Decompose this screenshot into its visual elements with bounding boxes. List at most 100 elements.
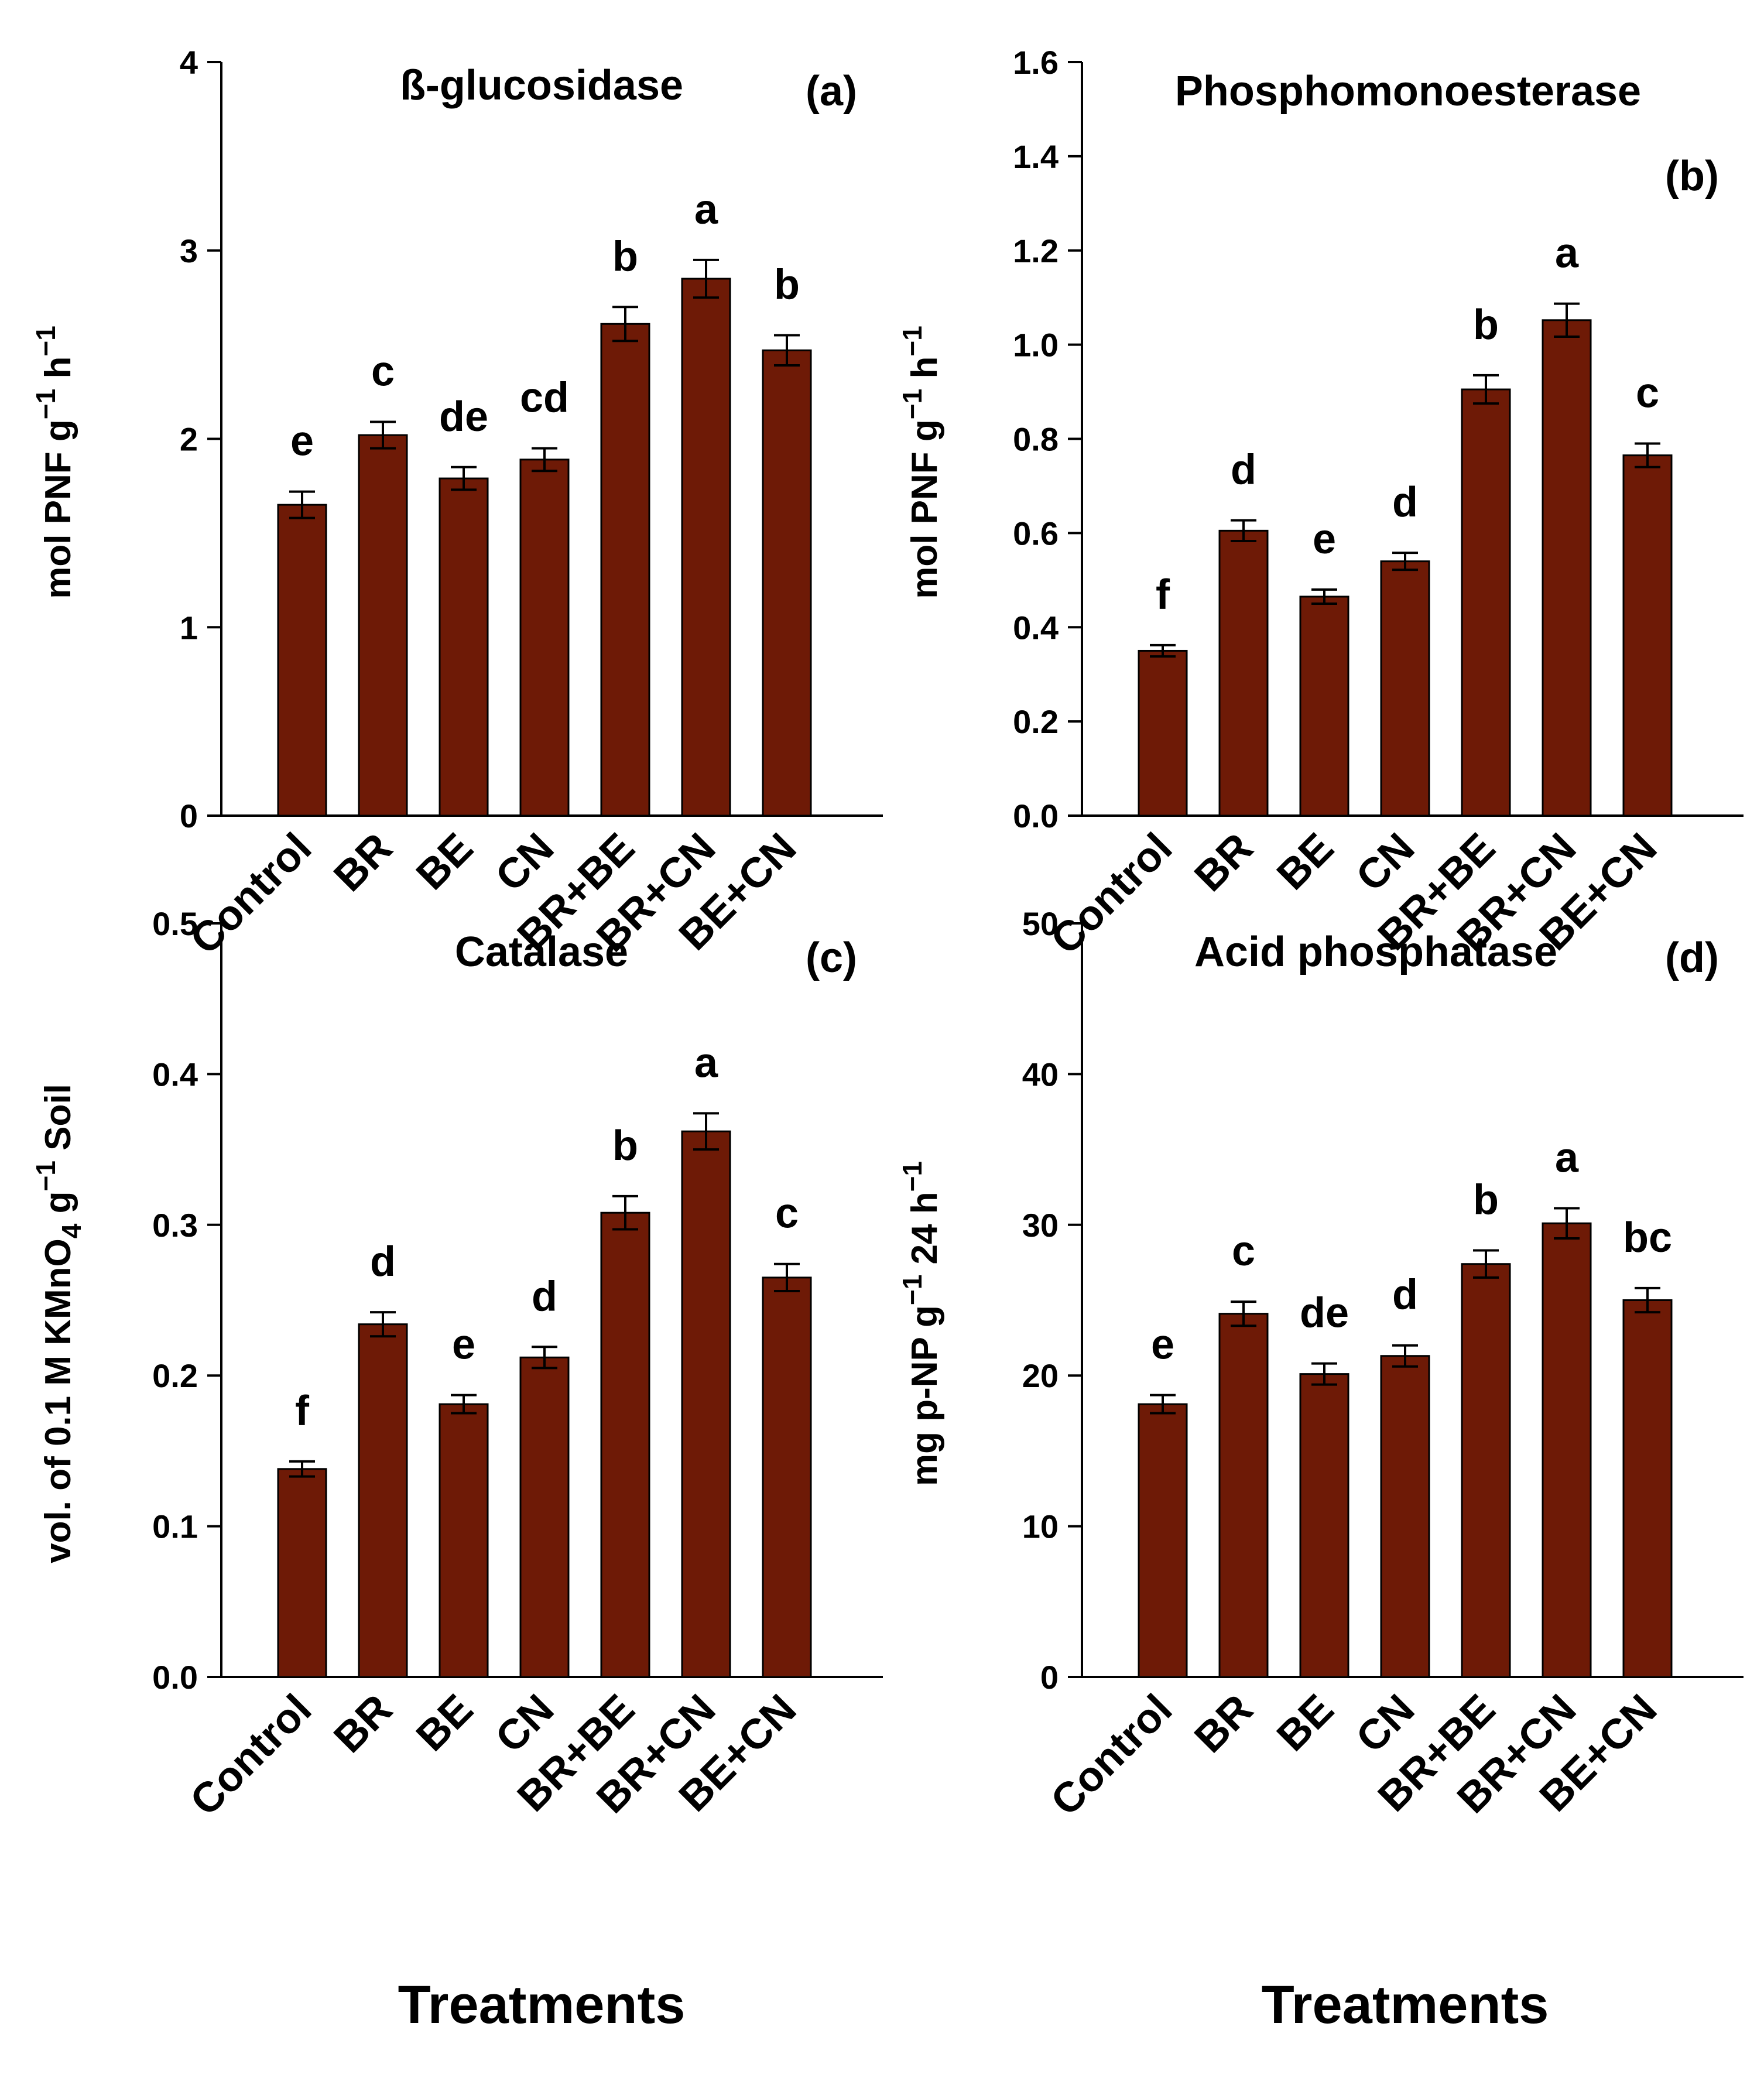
bar bbox=[1138, 1403, 1188, 1678]
panel-tag: (a) bbox=[806, 68, 857, 115]
y-tick-label: 1.4 bbox=[1013, 138, 1059, 175]
y-axis-label-main: mg p-NP g bbox=[905, 1305, 945, 1486]
significance-letter: cd bbox=[520, 375, 569, 422]
significance-letter: d bbox=[532, 1273, 557, 1320]
y-tick-label: 0.6 bbox=[1013, 515, 1059, 552]
y-axis-label-superscript: −1 bbox=[30, 1161, 61, 1191]
bar bbox=[277, 504, 327, 817]
y-tick-label: 1.0 bbox=[1013, 327, 1059, 364]
panel-title: Catalase bbox=[455, 929, 628, 975]
y-axis-label-part: Soil bbox=[38, 1084, 78, 1161]
bar bbox=[1218, 529, 1269, 817]
significance-letter: e bbox=[452, 1322, 475, 1368]
bar bbox=[600, 323, 650, 817]
y-tick-label: 1 bbox=[180, 609, 198, 646]
significance-letter: e bbox=[1151, 1322, 1174, 1368]
bar bbox=[1218, 1313, 1269, 1678]
y-tick-label: 0 bbox=[180, 797, 198, 834]
y-axis-label-part: h bbox=[38, 357, 78, 389]
bar bbox=[762, 1276, 812, 1678]
y-tick-label: 0.3 bbox=[152, 1207, 198, 1244]
y-axis-label-superscript: −1 bbox=[30, 326, 61, 356]
bar bbox=[1542, 319, 1592, 817]
y-tick-label: 0.8 bbox=[1013, 421, 1059, 458]
y-tick-label: 0.2 bbox=[152, 1357, 198, 1394]
bar bbox=[358, 434, 408, 817]
panel-tag: (d) bbox=[1665, 935, 1719, 981]
bar bbox=[1380, 560, 1430, 817]
y-tick-label: 0.4 bbox=[152, 1056, 198, 1093]
bar bbox=[439, 1403, 489, 1678]
y-tick-label: 0.5 bbox=[152, 905, 198, 942]
significance-letter: e bbox=[290, 418, 314, 465]
y-axis-label-superscript: −1 bbox=[897, 389, 927, 419]
y-axis-label-part: g bbox=[38, 1192, 78, 1224]
significance-letter: d bbox=[1392, 479, 1418, 526]
bar bbox=[439, 477, 489, 817]
bar bbox=[1461, 1263, 1511, 1678]
panel-title: Acid phosphatase bbox=[1194, 929, 1557, 975]
x-axis-label: Treatments bbox=[398, 1975, 686, 2035]
bar bbox=[358, 1323, 408, 1678]
y-tick-label: 50 bbox=[1022, 905, 1059, 942]
bar bbox=[277, 1468, 327, 1678]
bar bbox=[1622, 1299, 1673, 1678]
chart-panels: 01234eControlcBRdeBEcdCNbBR+BEaBR+CNbBE+… bbox=[30, 44, 1744, 2035]
significance-letter: c bbox=[1232, 1228, 1255, 1275]
bar bbox=[1299, 1373, 1349, 1678]
y-tick-label: 3 bbox=[180, 232, 198, 269]
y-tick-label: 0.0 bbox=[152, 1659, 198, 1696]
significance-letter: bc bbox=[1623, 1214, 1672, 1261]
bar bbox=[519, 458, 570, 817]
bar bbox=[1299, 595, 1349, 817]
y-tick-label: 20 bbox=[1022, 1357, 1059, 1394]
y-tick-label: 10 bbox=[1022, 1508, 1059, 1545]
bar bbox=[1138, 649, 1188, 817]
bar bbox=[519, 1356, 570, 1678]
significance-letter: c bbox=[371, 348, 395, 395]
y-axis-label-main: vol. of 0.1 M KMnO bbox=[38, 1238, 78, 1563]
y-axis-label-part: 24 h bbox=[905, 1192, 945, 1274]
significance-letter: de bbox=[439, 393, 488, 440]
y-axis-label: mg p-NP g−1 24 h−1 bbox=[897, 1161, 945, 1486]
significance-letter: de bbox=[1300, 1290, 1349, 1337]
y-tick-label: 2 bbox=[180, 421, 198, 458]
significance-letter: a bbox=[1555, 1134, 1579, 1181]
panel-title: ß-glucosidase bbox=[400, 62, 683, 109]
y-axis-label-subscript: 4 bbox=[56, 1223, 87, 1238]
y-tick-label: 0.1 bbox=[152, 1508, 198, 1545]
y-axis-label-part: h bbox=[905, 357, 945, 389]
y-tick-label: 30 bbox=[1022, 1207, 1059, 1244]
y-tick-label: 0.4 bbox=[1013, 609, 1059, 646]
y-axis-label-main: mol PNF g bbox=[905, 419, 945, 599]
significance-letter: c bbox=[775, 1190, 799, 1237]
bar bbox=[1461, 388, 1511, 817]
significance-letter: c bbox=[1636, 370, 1659, 417]
panel-tag: (c) bbox=[806, 935, 857, 981]
y-axis-label-main: mol PNF g bbox=[38, 419, 78, 599]
y-axis-label-superscript: −1 bbox=[30, 389, 61, 419]
bar bbox=[681, 278, 731, 817]
significance-letter: f bbox=[295, 1388, 310, 1435]
bar bbox=[1542, 1222, 1592, 1678]
significance-letter: b bbox=[612, 233, 638, 280]
y-axis-label-superscript: −1 bbox=[897, 326, 927, 356]
y-axis-label: mol PNF g−1 h−1 bbox=[897, 326, 945, 599]
significance-letter: a bbox=[1555, 230, 1579, 277]
y-axis-label-superscript: −1 bbox=[897, 1275, 927, 1305]
significance-letter: b bbox=[612, 1122, 638, 1169]
bar bbox=[1622, 454, 1673, 817]
y-tick-label: 1.6 bbox=[1013, 44, 1059, 81]
significance-letter: b bbox=[774, 262, 800, 309]
panel-tag: (b) bbox=[1665, 153, 1719, 200]
significance-letter: b bbox=[1473, 302, 1499, 348]
y-tick-label: 40 bbox=[1022, 1056, 1059, 1093]
significance-letter: a bbox=[694, 1039, 718, 1086]
panel-title: Phosphomonoesterase bbox=[1175, 68, 1641, 115]
significance-letter: d bbox=[1231, 447, 1256, 494]
y-tick-label: 0.2 bbox=[1013, 703, 1059, 740]
y-tick-label: 0.0 bbox=[1013, 797, 1059, 834]
x-axis-label: Treatments bbox=[1262, 1975, 1549, 2035]
